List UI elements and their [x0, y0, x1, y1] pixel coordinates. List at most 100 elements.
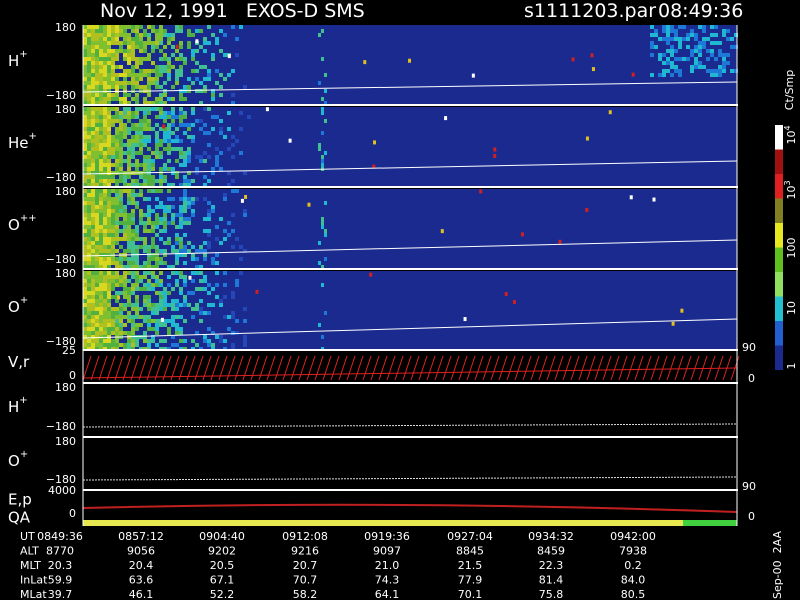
spectrogram-cell [99, 299, 103, 303]
spectrogram-cell [123, 275, 127, 279]
spectrogram-cell [191, 209, 195, 213]
spectrogram-cell [207, 77, 211, 81]
spectrogram-cell [131, 261, 135, 265]
spectrogram-cell [107, 41, 111, 45]
spectrogram-cell [147, 253, 151, 257]
spectrogram-cell [183, 249, 187, 253]
spectrogram-cell [91, 279, 95, 283]
spectrogram-cell [87, 343, 91, 347]
spectrogram-cell [131, 135, 135, 139]
spectrogram-cell [119, 127, 123, 131]
spectrogram-cell [107, 159, 111, 163]
spectrogram-cell [115, 143, 119, 147]
spectrogram-cell [159, 143, 163, 147]
spectrogram-cell [131, 127, 135, 131]
spectrogram-cell [87, 279, 91, 283]
spectrogram-cell [123, 115, 127, 119]
spectrogram-cell [95, 319, 99, 323]
spectrogram-cell [111, 155, 115, 159]
spectrogram-cell [159, 205, 163, 209]
spectrogram-cell [103, 183, 107, 187]
spectrogram-cell [111, 275, 115, 279]
spectrogram-cell [191, 213, 195, 217]
spectrogram-cell [83, 171, 87, 175]
spectrogram-cell [131, 265, 135, 269]
spectrogram-cell [143, 241, 147, 245]
spectrogram-cell [83, 123, 87, 127]
spectrogram-cell [324, 151, 327, 155]
spectrogram-cell [99, 25, 103, 29]
panel-label: QA [8, 509, 31, 527]
spectrogram-cell [103, 261, 107, 265]
spectrogram-cell [111, 189, 115, 193]
spectrogram-cell [155, 189, 159, 193]
spectrogram-cell [159, 101, 163, 105]
spectrogram-cell [143, 225, 147, 229]
spectrogram-cell [183, 89, 187, 93]
spectrogram-cell [231, 101, 235, 105]
spectrogram-cell [139, 245, 143, 249]
spectrogram-cell [650, 41, 654, 45]
spectrogram-cell [155, 205, 159, 209]
spectrogram-cell [183, 339, 187, 343]
spectrogram-cell [123, 283, 127, 287]
spectrogram-cell [99, 33, 103, 37]
table-cell: 70.7 [293, 574, 318, 587]
spectrogram-cell [321, 283, 324, 287]
spectrogram-cell [654, 33, 658, 37]
spectrogram-cell [127, 101, 131, 105]
spectrogram-cell [231, 343, 235, 347]
spectrogram-cell [147, 175, 151, 179]
spectrogram-cell [103, 193, 107, 197]
spectrogram-cell [83, 25, 87, 29]
spectrogram-cell [119, 119, 123, 123]
spectrogram-cell [199, 249, 203, 253]
spectrogram-cell [265, 107, 269, 112]
spectrogram-cell [115, 205, 119, 209]
spectrogram-cell [83, 327, 87, 331]
spectrogram-cell [179, 327, 183, 331]
spectrogram-cell [211, 171, 215, 175]
spectrogram-cell [119, 73, 123, 77]
spectrogram-cell [115, 265, 119, 269]
colorbar-segment [775, 125, 783, 150]
spectrogram-cell [135, 303, 139, 307]
spectrogram-cell [131, 37, 135, 41]
spectrogram-cell [127, 69, 131, 73]
spectrogram-cell [95, 29, 99, 33]
spectrogram-cell [131, 147, 135, 151]
spectrogram-cell [95, 225, 99, 229]
spectrogram-cell [103, 41, 107, 45]
spectrogram-cell [183, 261, 187, 265]
spectrogram-cell [175, 315, 179, 319]
spectrogram-cell [99, 225, 103, 229]
spectrogram-cell [155, 197, 159, 201]
spectrogram-cell [131, 25, 135, 29]
spectrogram-cell [143, 167, 147, 171]
spectrogram-cell [183, 155, 187, 159]
spectrogram-cell [99, 279, 103, 283]
spectrogram-cell [107, 209, 111, 213]
spectrogram-cell [95, 179, 99, 183]
spectrogram-cell [147, 33, 151, 37]
spectrogram-cell [123, 101, 127, 105]
spectrogram-cell [219, 29, 223, 33]
spectrogram-cell [163, 287, 167, 291]
spectrogram-cell [147, 179, 151, 183]
spectrogram-cell [682, 57, 686, 61]
spectrogram-cell [183, 151, 187, 155]
spectrogram-cell [203, 123, 207, 127]
spectrogram-cell [167, 37, 171, 41]
spectrogram-cell [83, 209, 87, 213]
spectrogram-cell [123, 151, 127, 155]
spectrogram-cell [159, 217, 163, 221]
spectrogram-cell [163, 291, 167, 295]
spectrogram-cell [131, 249, 135, 253]
spectrogram-cell [175, 331, 179, 335]
spectrogram-cell [91, 49, 95, 53]
spectrogram-cell [83, 89, 87, 93]
spectrogram-cell [159, 257, 163, 261]
spectrogram-cell [155, 29, 159, 33]
spectrogram-cell [183, 57, 187, 61]
spectrogram-cell [219, 85, 223, 89]
